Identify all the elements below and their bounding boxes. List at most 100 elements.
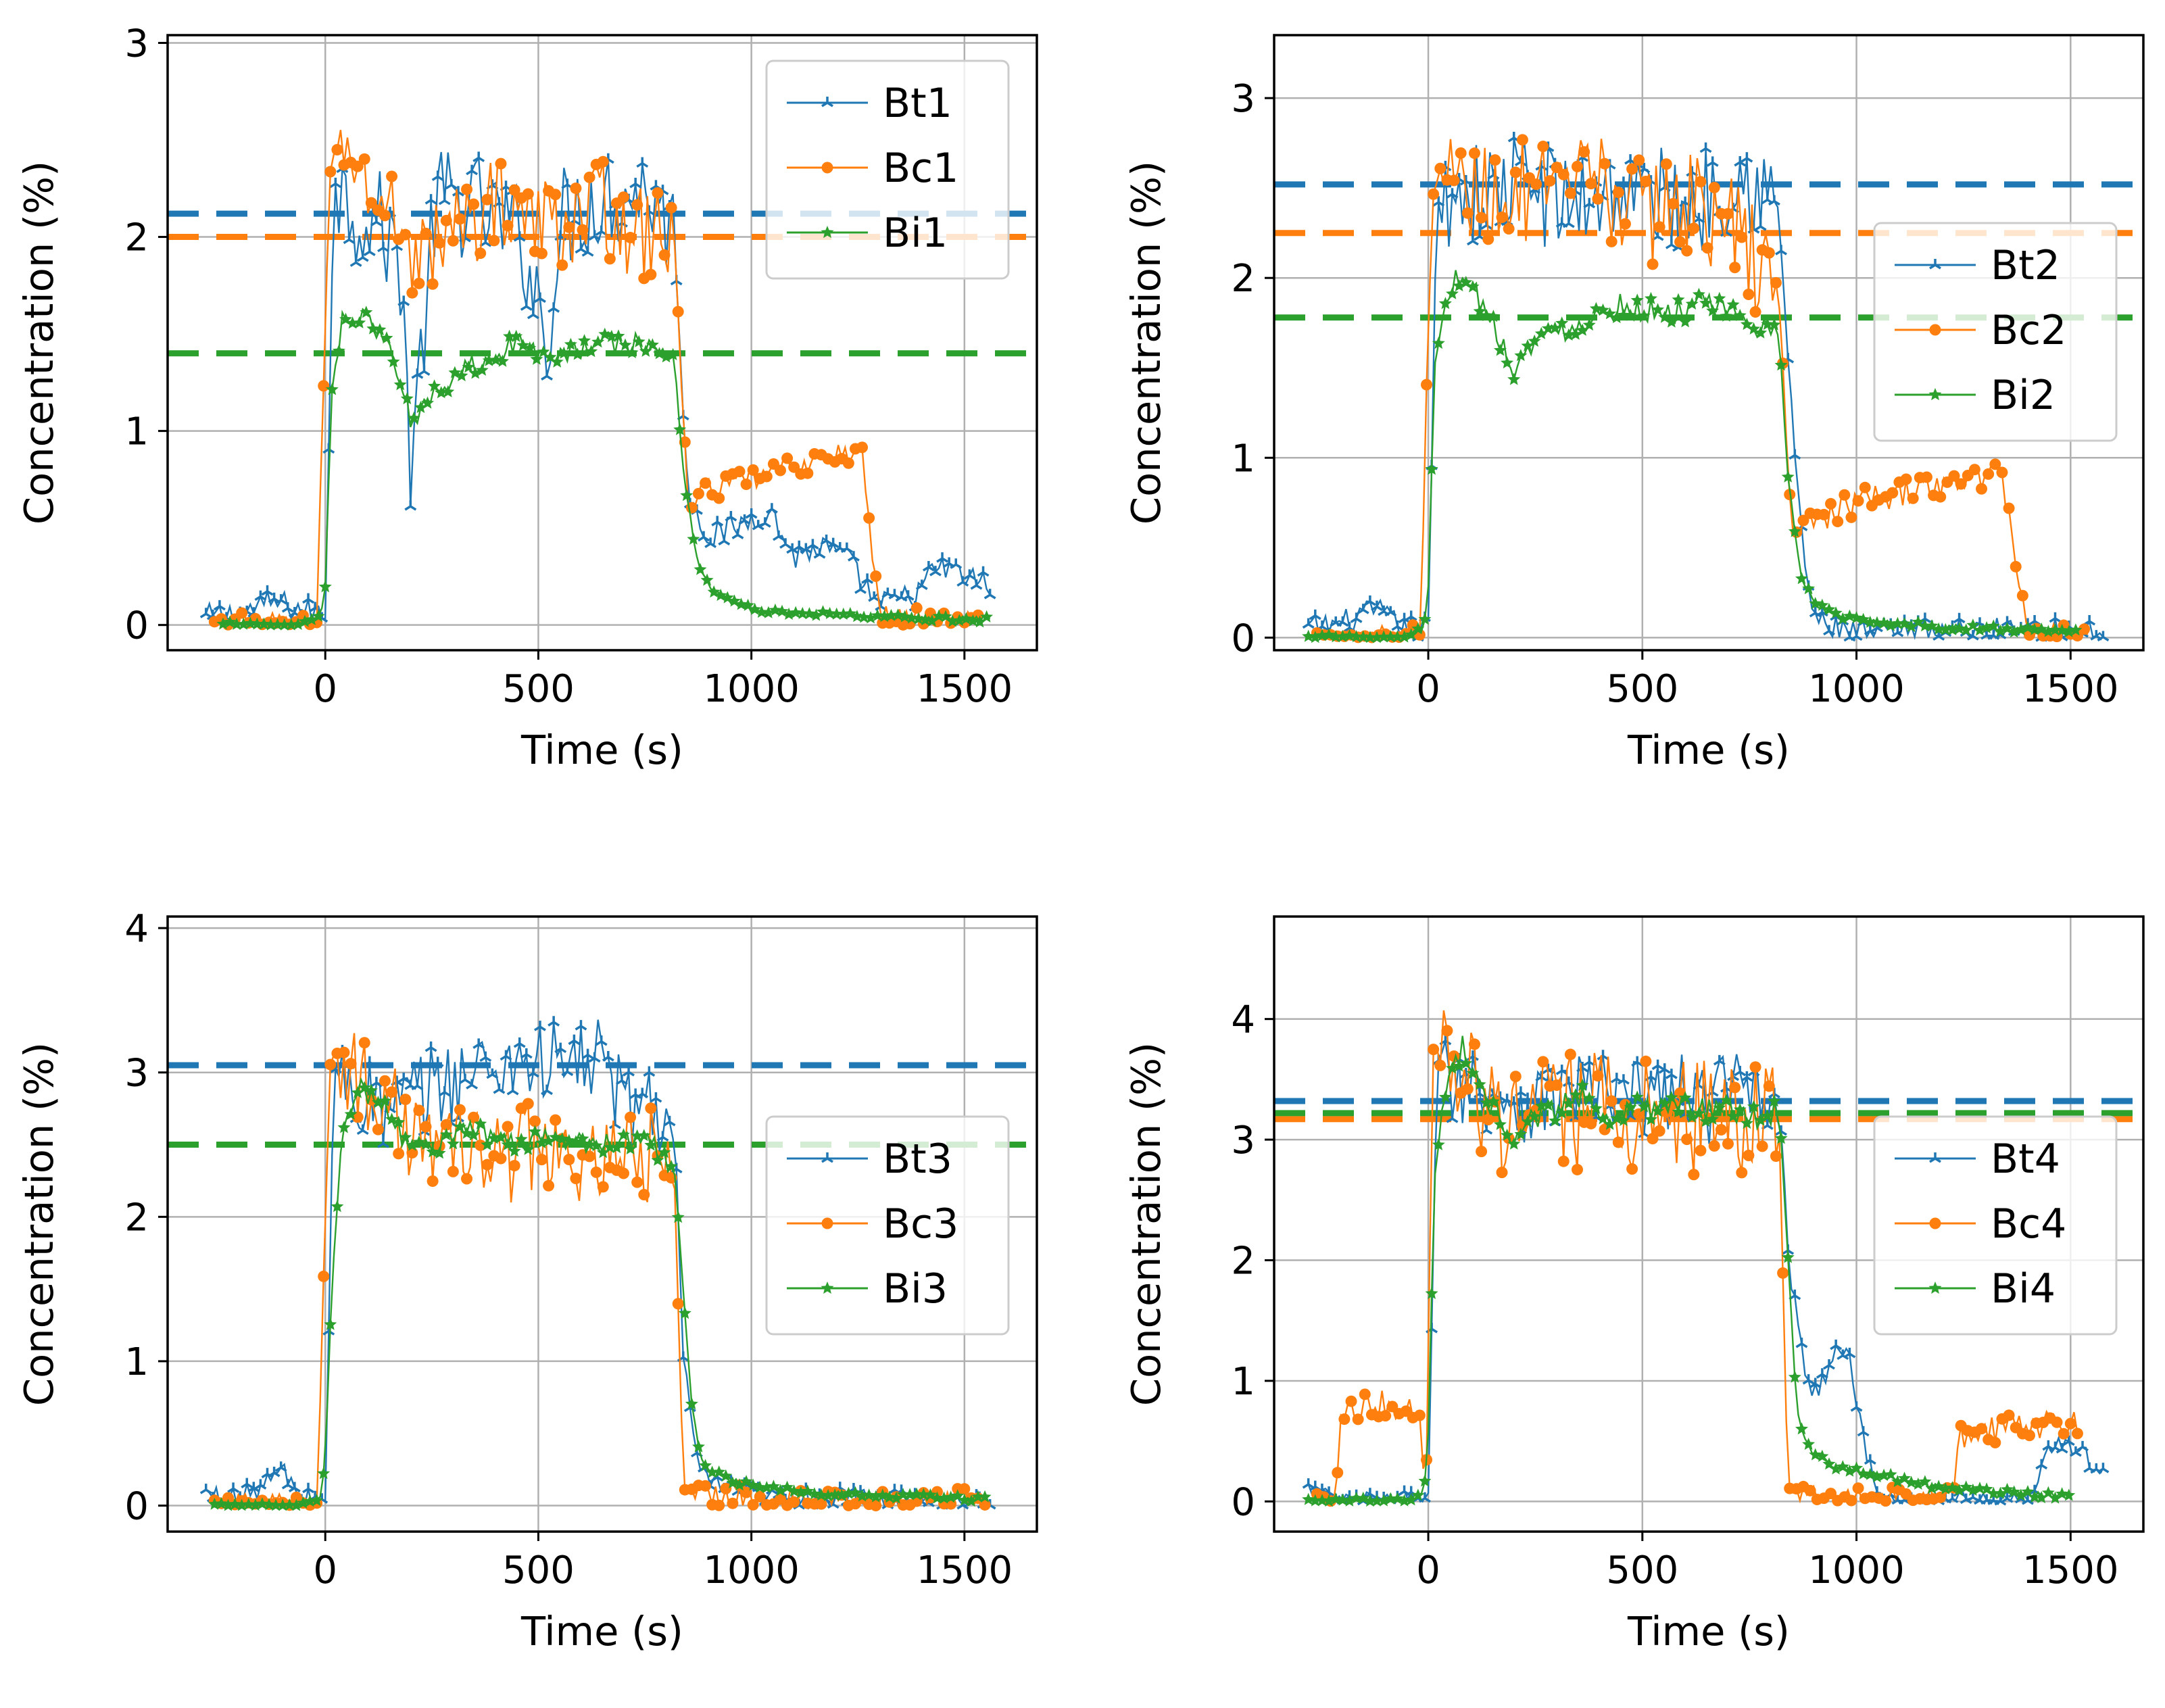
Bi4-point: [1329, 1492, 1342, 1505]
Bi1-point: [475, 363, 489, 376]
Bi1-point: [700, 573, 714, 586]
Bc3-point: [481, 1158, 493, 1171]
Bt3-point: [656, 1131, 669, 1142]
legend-label: Bt2: [1991, 242, 2060, 289]
Bi4-point: [1528, 1110, 1541, 1123]
Bc1-point: [665, 201, 677, 214]
Bi3-point: [692, 1440, 705, 1453]
y-tick-label: 1: [1231, 1360, 1255, 1404]
Bi3-point: [760, 1481, 773, 1494]
Bi2-point: [1945, 623, 1959, 635]
Bc2-point: [1660, 158, 1672, 170]
Bi1-point: [809, 608, 823, 621]
Bt3-point: [527, 1067, 539, 1078]
Bi3-point: [542, 1134, 556, 1147]
Bt3-point: [254, 1479, 267, 1490]
Bc2-point: [1578, 146, 1590, 158]
Bi3-point: [733, 1478, 746, 1491]
Bi2-point: [1925, 619, 1939, 632]
Bi4-point: [1658, 1096, 1672, 1109]
Bi3-point: [310, 1494, 324, 1507]
Bc3-point: [979, 1498, 991, 1511]
Bi3-point: [406, 1138, 419, 1151]
Bi1-point: [462, 360, 475, 373]
Bi3-point: [978, 1490, 992, 1503]
Bi4-point: [1781, 1250, 1795, 1263]
Bc3-point: [318, 1270, 330, 1282]
Bt3-point: [506, 1084, 519, 1096]
Bi2-point: [1699, 296, 1713, 309]
Bt1-point: [213, 600, 226, 611]
Bc2-point: [1612, 187, 1624, 199]
Bi4-point: [1713, 1101, 1726, 1114]
Bi4-point: [1706, 1113, 1720, 1125]
Bt1-point: [827, 537, 840, 549]
Bi2-point: [1432, 337, 1445, 349]
Bc3-point: [590, 1166, 602, 1178]
Bi2-point: [2055, 623, 2069, 636]
Bi4-point: [1726, 1109, 1740, 1122]
Bi2-point: [1754, 326, 1768, 339]
Bt1-point: [356, 251, 369, 262]
Bi4-point: [1877, 1468, 1891, 1481]
legend-label: Bt1: [883, 80, 952, 127]
Bc4-point: [1428, 1044, 1440, 1056]
Bi2-point: [1960, 623, 1973, 636]
Bc4-point: [1688, 1169, 1700, 1181]
Bc2-point: [1653, 221, 1665, 233]
plot-area: [168, 130, 1037, 631]
Bc3-point: [740, 1486, 752, 1498]
x-axis-label: Time (s): [520, 1608, 683, 1655]
Bc1-point: [856, 441, 869, 454]
Bc3-point: [324, 1058, 337, 1071]
Bc1-point: [379, 210, 391, 222]
Bi3-point: [439, 1128, 453, 1141]
Bt4-point: [2035, 1459, 2048, 1470]
Bc2-point: [2078, 623, 2091, 635]
Bc2-point: [1749, 306, 1761, 318]
Bi2-point: [1953, 622, 1966, 635]
Bi4-point: [1370, 1494, 1384, 1507]
y-tick-label: 4: [124, 907, 149, 951]
Bi3-point: [379, 1094, 391, 1106]
Bi4-point: [1884, 1467, 1897, 1480]
Bc4-point: [1551, 1079, 1563, 1091]
Bi4-point: [1685, 1110, 1699, 1123]
Bi2-point: [1713, 291, 1726, 304]
Bi1-point: [639, 344, 652, 357]
Bi3-point: [297, 1496, 310, 1509]
Bi4-point: [1534, 1099, 1548, 1112]
Bc4-point: [1804, 1484, 1816, 1496]
Bt2-point: [2097, 631, 2110, 641]
Bt4-point: [1823, 1359, 1835, 1370]
x-axis-label: Time (s): [1627, 727, 1790, 773]
Bi1-point: [980, 610, 994, 623]
Bt3-point: [493, 1083, 506, 1094]
Bi3-point: [317, 1467, 331, 1480]
Bc3-point: [379, 1075, 391, 1087]
x-tick-label: 0: [1416, 1548, 1440, 1592]
Bc4-point: [1345, 1395, 1357, 1407]
Bi1-point: [353, 316, 366, 328]
Bt1-point: [963, 569, 976, 580]
Bt1-point: [915, 579, 928, 590]
Bi2-point: [1651, 303, 1665, 316]
Bi4-point: [1438, 1090, 1452, 1103]
Bi3-point: [474, 1117, 487, 1129]
Bc1-point: [583, 171, 595, 183]
Bc1-point: [692, 487, 704, 499]
Bt1-point: [813, 548, 826, 559]
Bi2-point: [1390, 630, 1404, 643]
Bc1-point: [775, 464, 787, 477]
legend-label: Bc2: [1991, 307, 2066, 354]
y-axis-label: Concentration (%): [1123, 1042, 1169, 1406]
Bi3-point: [371, 1096, 385, 1108]
Bi3-point: [569, 1135, 583, 1148]
Bi3-point: [617, 1128, 630, 1141]
Bi2-point: [1329, 630, 1342, 643]
Bc3-point: [440, 1119, 452, 1131]
Bi2-point: [1829, 606, 1843, 619]
Bi1-point: [892, 608, 904, 621]
Bi1-point: [857, 610, 871, 623]
Bi3-point: [433, 1146, 446, 1159]
